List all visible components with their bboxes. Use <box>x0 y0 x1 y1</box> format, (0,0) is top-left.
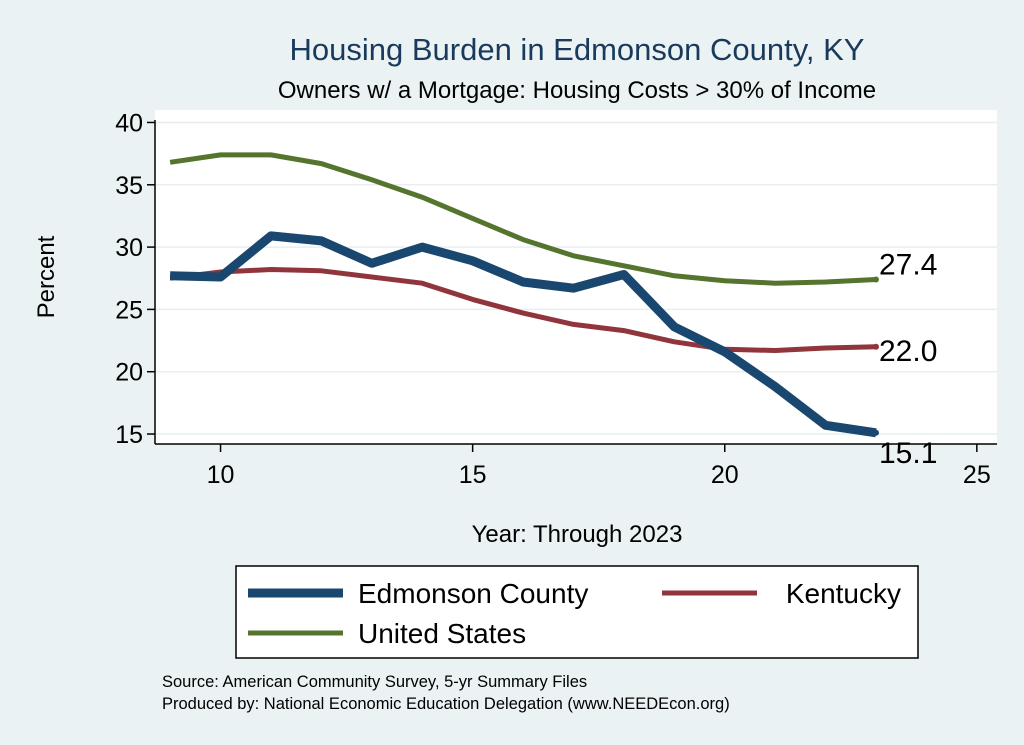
producer-note: Produced by: National Economic Education… <box>162 695 730 713</box>
legend: Edmonson County Kentucky United States <box>235 565 919 659</box>
source-note: Source: American Community Survey, 5-yr … <box>162 673 587 691</box>
y-tick-label-40: 40 <box>115 109 143 137</box>
chart-title: Housing Burden in Edmonson County, KY <box>290 32 865 67</box>
end-marker-united-states <box>872 276 879 283</box>
end-label-united-states: 27.4 <box>879 248 937 281</box>
legend-label-kentucky: Kentucky <box>786 578 901 609</box>
x-axis-title: Year: Through 2023 <box>472 521 683 548</box>
y-tick-label-15: 15 <box>115 421 143 449</box>
y-tick-label-35: 35 <box>115 172 143 200</box>
chart-subtitle: Owners w/ a Mortgage: Housing Costs > 30… <box>278 77 876 104</box>
legend-box <box>235 565 919 659</box>
series-lines <box>169 152 879 438</box>
end-label-edmonson-county: 15.1 <box>879 437 937 470</box>
y-axis-title: Percent <box>33 235 60 318</box>
series-line-united-states <box>169 152 877 286</box>
legend-label-united-states: United States <box>358 618 526 649</box>
series-line-edmonson-county <box>169 231 877 438</box>
end-labels: 15.1 22.0 27.4 <box>879 248 937 469</box>
end-marker-edmonson-county <box>872 429 879 436</box>
x-tick-label-10: 10 <box>207 461 235 489</box>
y-tick-label-30: 30 <box>115 234 143 262</box>
plot-area <box>155 110 997 444</box>
end-marker-kentucky <box>872 343 879 350</box>
legend-label-edmonson: Edmonson County <box>358 578 588 609</box>
y-tick-label-20: 20 <box>115 359 143 387</box>
x-tick-label-20: 20 <box>711 461 739 489</box>
end-label-kentucky: 22.0 <box>879 335 937 368</box>
axes: 15 20 25 30 35 40 10 15 20 25 <box>115 109 997 489</box>
x-tick-label-15: 15 <box>459 461 487 489</box>
series-line-kentucky <box>169 267 877 353</box>
y-tick-label-25: 25 <box>115 296 143 324</box>
x-tick-label-25: 25 <box>963 461 991 489</box>
